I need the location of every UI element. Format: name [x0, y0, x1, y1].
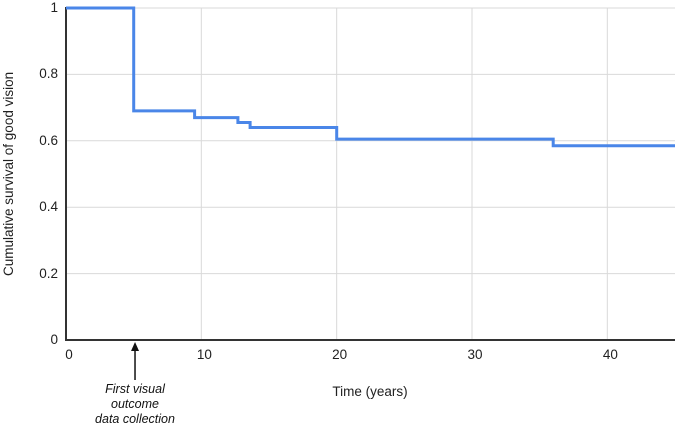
annotation-line: outcome: [111, 397, 159, 411]
y-tick-label: 0.6: [39, 132, 58, 148]
x-axis-title: Time (years): [332, 384, 408, 399]
x-tick-label: 10: [196, 347, 212, 362]
y-tick-label: 0.2: [39, 265, 58, 281]
annotation-line: First visual: [105, 382, 165, 396]
annotation-first-visual-outcome: First visual outcome data collection: [95, 382, 175, 427]
y-tick-label: 0.8: [39, 66, 58, 82]
survival-curve: [66, 6, 675, 148]
annotation-arrowhead: [131, 342, 140, 351]
annotation-line: data collection: [95, 412, 175, 426]
x-tick-label: 30: [467, 347, 483, 362]
y-tick-label: 0: [50, 332, 58, 347]
x-tick-label: 40: [602, 347, 618, 362]
y-tick-label: 0.4: [39, 199, 58, 215]
y-axis-title: Cumulative survival of good vision: [1, 71, 16, 277]
x-tick-label: 20: [332, 347, 348, 362]
y-tick-label: 1: [50, 0, 58, 15]
x-tick-label: 0: [65, 347, 73, 362]
